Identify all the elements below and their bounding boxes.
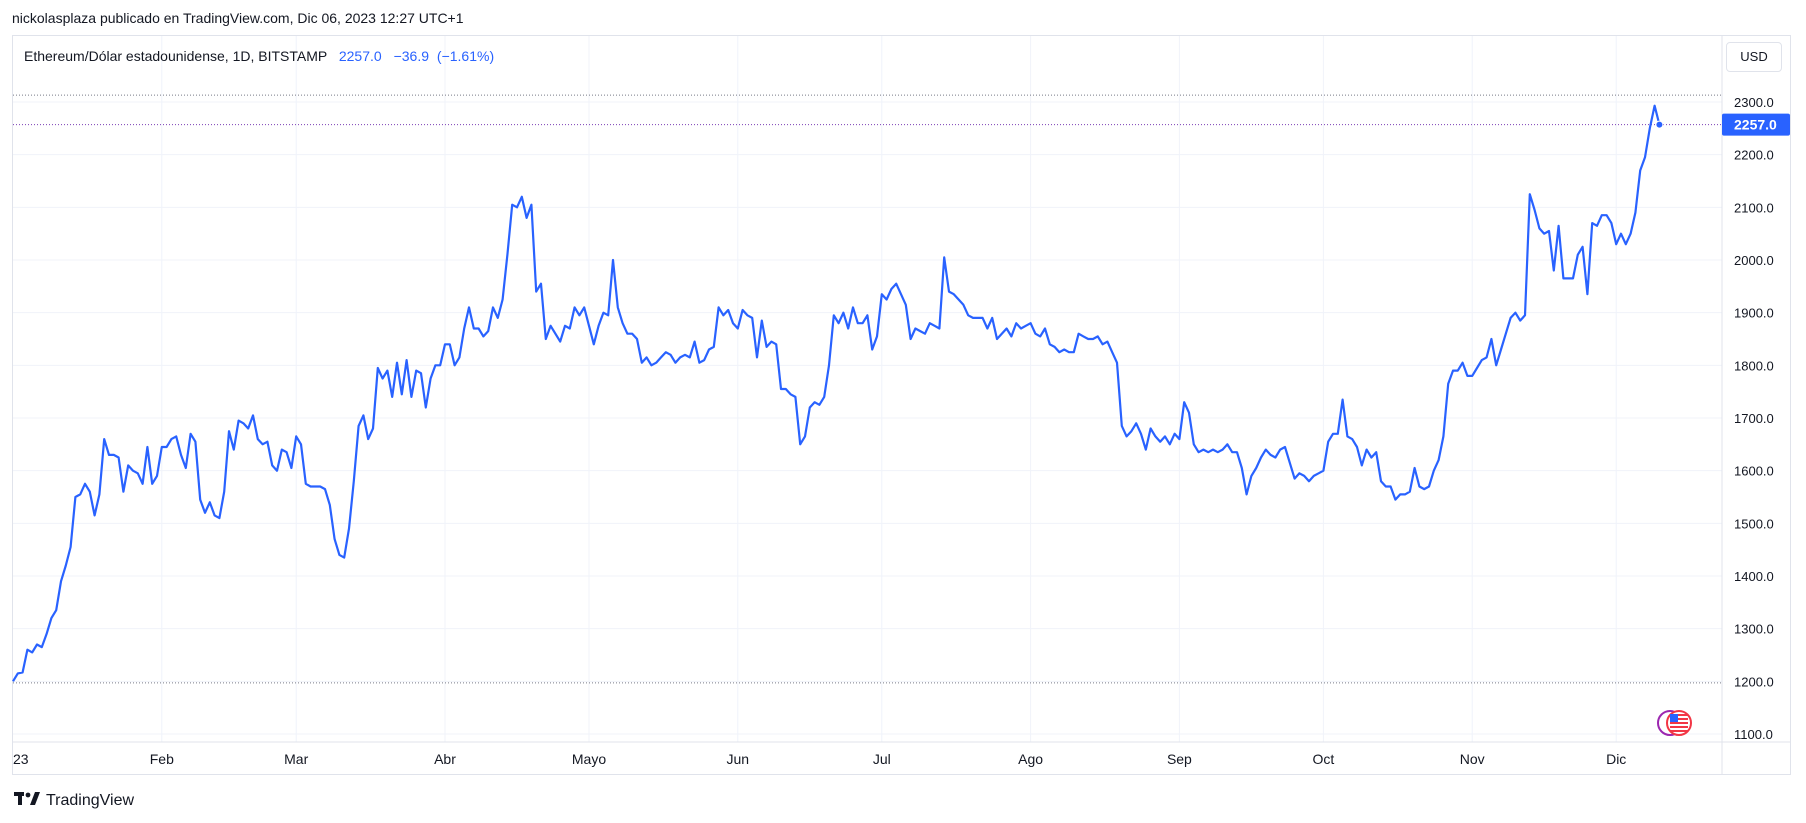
x-tick-label: Jun [727, 751, 750, 767]
y-tick-label: 2200.0 [1734, 148, 1774, 163]
y-tick-label: 1300.0 [1734, 622, 1774, 637]
publisher-line: nickolasplaza publicado en TradingView.c… [12, 10, 464, 26]
price-series-line [12, 104, 1661, 682]
last-price-value: 2257.0 [338, 48, 382, 64]
x-tick-label: Oct [1313, 751, 1335, 767]
x-tick-label: Sep [1167, 751, 1192, 767]
y-tick-label: 1200.0 [1734, 674, 1774, 689]
last-point-marker [1655, 120, 1664, 129]
y-tick-label: 1600.0 [1734, 464, 1774, 479]
last-price-tag [1722, 113, 1790, 136]
y-tick-label: 1800.0 [1734, 358, 1774, 373]
brand-name: TradingView [46, 792, 135, 809]
x-tick-label: Dic [1606, 751, 1626, 767]
symbol-legend[interactable]: Ethereum/Dólar estadounidense, 1D, BITST… [24, 48, 494, 64]
y-tick-label: 1100.0 [1734, 727, 1773, 742]
footer-branding[interactable]: TradingView [14, 790, 134, 812]
y-tick-label: 1400.0 [1734, 569, 1774, 584]
tradingview-logo-icon [14, 791, 40, 811]
y-tick-label: 2100.0 [1734, 200, 1774, 215]
symbol-name: Ethereum/Dólar estadounidense, 1D, BITST… [24, 48, 327, 64]
y-tick-label: 1700.0 [1734, 411, 1774, 426]
x-tick-label: Feb [150, 751, 174, 767]
x-tick-label: Nov [1460, 751, 1485, 767]
currency-button[interactable]: USD [1726, 42, 1782, 72]
x-tick-label: 23 [13, 751, 29, 767]
y-tick-label: 1900.0 [1734, 306, 1774, 321]
x-tick-label: Mar [284, 751, 308, 767]
x-tick-label: Abr [434, 751, 456, 767]
price-change-percent: (−1.61%) [436, 48, 495, 64]
y-tick-label: 2000.0 [1734, 253, 1774, 268]
x-tick-label: Jul [873, 751, 891, 767]
y-tick-label: 1500.0 [1734, 516, 1774, 531]
price-change: −36.9 [393, 48, 430, 64]
us-flag-event-icon[interactable] [1657, 710, 1692, 736]
y-tick-label: 2300.0 [1734, 95, 1774, 110]
chart-frame [12, 35, 1791, 775]
last-price-tag-label: 2257.0 [1734, 117, 1777, 133]
x-tick-label: Mayo [572, 751, 606, 767]
x-tick-label: Ago [1018, 751, 1043, 767]
